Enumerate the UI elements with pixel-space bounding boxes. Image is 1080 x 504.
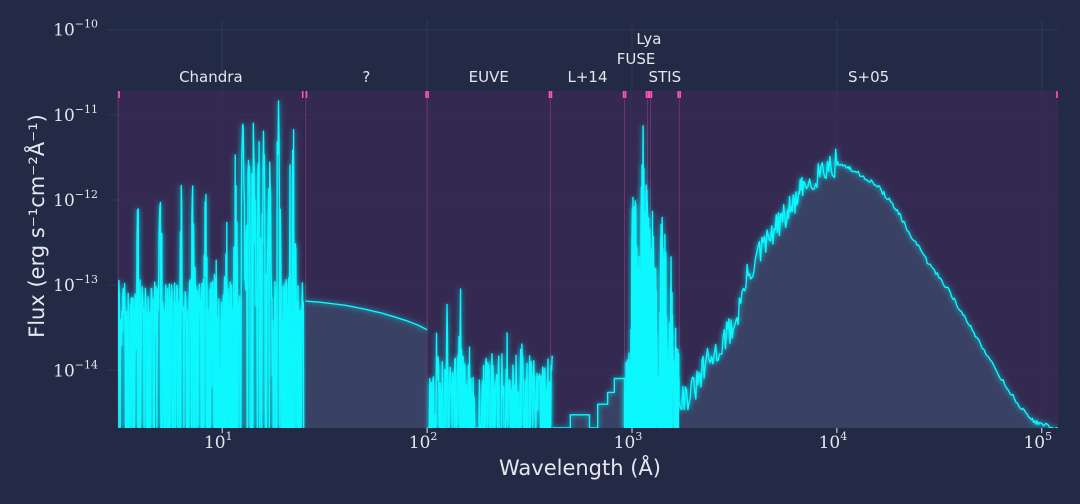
series-line <box>305 300 428 331</box>
x-tick-label: 103 <box>614 430 643 453</box>
series-line <box>118 100 305 428</box>
instrument-label: S+05 <box>848 68 889 86</box>
series-line <box>552 377 626 428</box>
x-axis-ticks: 101 102 103 104 105 <box>204 428 1052 453</box>
x-axis-label: Wavelength (Å) <box>499 454 661 480</box>
series-area <box>305 301 428 428</box>
instrument-label: Chandra <box>179 68 243 86</box>
x-tick-label: 104 <box>819 430 848 453</box>
y-axis-label: Flux (erg s⁻¹cm⁻²Å⁻¹) <box>23 114 49 338</box>
y-tick-label: 10−13 <box>53 273 98 296</box>
x-tick-label: 102 <box>409 430 438 453</box>
x-tick-label: 101 <box>204 430 233 453</box>
y-tick-label: 10−11 <box>53 103 98 126</box>
series-area <box>679 149 1058 428</box>
x-tick-label: 105 <box>1023 430 1052 453</box>
series-line <box>678 148 1058 428</box>
instrument-brackets: Chandra? EUVE L+14 FUSE Lya STIS S+05 <box>118 30 1058 98</box>
y-tick-label: 10−12 <box>53 188 98 211</box>
instrument-region <box>550 91 625 428</box>
y-tick-label: 10−10 <box>53 18 98 41</box>
plot-area <box>118 100 1058 428</box>
y-axis-ticks: 10−14 10−13 10−12 10−11 10−10 <box>53 18 98 382</box>
y-tick-label: 10−14 <box>53 358 98 381</box>
instrument-label: L+14 <box>568 68 608 86</box>
instrument-label: FUSE <box>617 50 656 68</box>
instrument-label: STIS <box>648 68 681 86</box>
instrument-label: EUVE <box>469 68 509 86</box>
series-area <box>427 289 553 428</box>
series-line <box>624 125 680 428</box>
series-line <box>426 288 554 428</box>
instrument-label: Lya <box>636 30 661 48</box>
instrument-label: ? <box>362 68 370 86</box>
